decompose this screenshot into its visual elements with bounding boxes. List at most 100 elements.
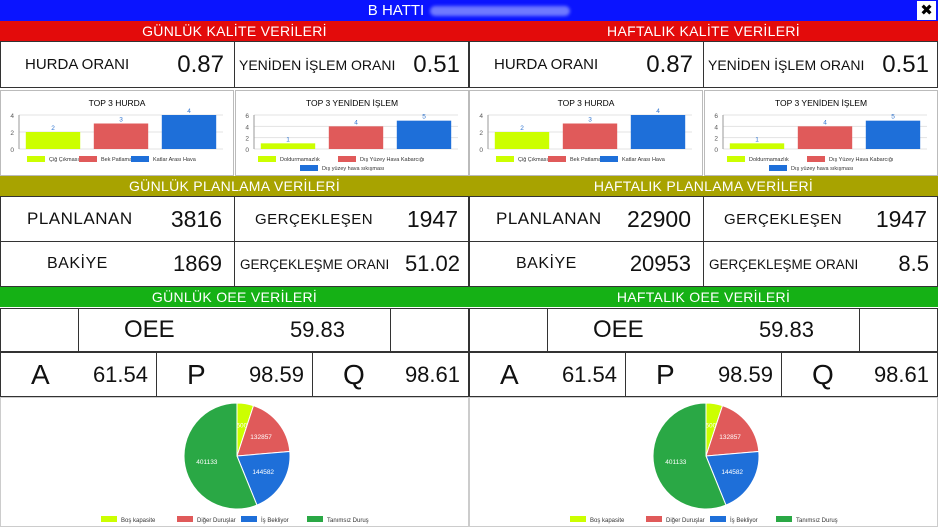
daily-planned-label: PLANLANAN [27,209,133,228]
slice-label: 132857 [719,434,741,441]
slice-label: 144582 [721,469,743,476]
bar [797,126,853,149]
daily-top3-scrap-chart: TOP 3 HURDA 0 2 4 2 3 4 Çiğ Çıkması Bek Patlamas… [0,90,234,176]
legend-label: Boş kapasite [121,518,156,524]
data-label: 2 [520,125,524,132]
slice-label: 401133 [665,459,687,466]
y-tick-label: 2 [714,136,718,143]
daily-panel: GÜNLÜK KALİTE VERİLERİ HURDA ORANI 0.87 … [0,21,469,527]
weekly-p-value: 98.59 [717,361,773,387]
pie-slice [705,405,760,457]
title-bar: B HATTI ✖ [0,0,938,21]
legend-label: Tanımsız Duruş [327,518,369,524]
legend-swatch [570,516,586,522]
daily-oee-loss-pie-chart: 36000 132857 144582 401133 Boş kapasite Diğer… [0,397,469,527]
legend-swatch [776,516,792,522]
weekly-oee-label: OEE [593,316,644,343]
legend-swatch [241,516,257,522]
daily-oee-spacer-right [390,308,469,352]
weekly-q-value: 98.61 [873,361,929,387]
slice-label: 36000 [702,423,720,430]
chart-title: TOP 3 HURDA [89,98,146,108]
y-tick-label: 6 [245,113,249,120]
y-tick-label: 6 [714,113,718,120]
redacted-text [430,6,571,17]
bar [396,120,452,149]
y-tick-label: 4 [10,113,14,120]
y-tick-label: 0 [245,147,249,154]
legend-label: Dış Yüzey Hava Kabarcığı [829,157,893,163]
data-label: 2 [51,125,55,132]
legend-label: Katlar Arası Hava [153,157,197,163]
weekly-realized-value: 1947 [875,205,927,232]
y-tick-label: 4 [245,124,249,131]
legend-label: Çiğ Çıkması [49,157,79,163]
legend-swatch [496,156,514,162]
weekly-quality-header: HAFTALIK KALİTE VERİLERİ [469,21,938,41]
weekly-balance-cell: BAKİYE 20953 [469,241,704,287]
legend-swatch [307,516,323,522]
daily-quality-cell: Q 98.61 [312,352,469,397]
daily-realized-cell: GERÇEKLEŞEN 1947 [234,196,469,242]
weekly-rework-rate-label: YENİDEN İŞLEM ORANI [708,56,865,73]
data-label: 1 [286,136,290,143]
window-title: B HATTI [367,2,425,19]
daily-planning-header: GÜNLÜK PLANLAMA VERİLERİ [0,176,469,196]
weekly-realization-rate-value: 8.5 [898,251,929,276]
legend-label: Doldurmamazlık [749,157,789,163]
daily-realized-label: GERÇEKLEŞEN [255,210,374,228]
legend-label: Dış Yüzey Hava Kabarcığı [360,157,424,163]
daily-realization-rate-value: 51.02 [404,251,460,276]
legend-swatch [300,165,318,171]
weekly-a-value: 61.54 [561,361,617,387]
legend-label: Diğer Duruşlar [666,518,705,524]
legend-swatch [600,156,618,162]
legend-swatch [710,516,726,522]
daily-planned-cell: PLANLANAN 3816 [0,196,235,242]
weekly-realization-rate-label: GERÇEKLEŞME ORANI [709,256,859,272]
legend-swatch [101,516,117,522]
legend-swatch [79,156,97,162]
legend-label: Tanımsız Duruş [796,518,838,524]
legend-swatch [258,156,276,162]
close-icon[interactable]: ✖ [917,1,936,20]
daily-oee-value: 59.83 [289,317,345,342]
daily-scrap-rate-value: 0.87 [177,50,224,78]
chart-title: TOP 3 YENİDEN İŞLEM [775,98,867,108]
weekly-realized-label: GERÇEKLEŞEN [724,210,843,228]
weekly-oee-spacer-left [469,308,548,352]
daily-scrap-rate-cell: HURDA ORANI 0.87 [0,41,235,88]
legend-label: Çiğ Çıkması [518,157,548,163]
legend-swatch [769,165,787,171]
y-tick-label: 2 [245,136,249,143]
daily-p-label: P [187,358,206,390]
pie-slice [652,402,727,510]
bar [161,115,217,149]
legend-label: Boş kapasite [590,518,625,524]
y-tick-label: 2 [10,130,14,137]
daily-p-value: 98.59 [248,361,304,387]
daily-realized-value: 1947 [406,205,458,232]
data-label: 1 [755,136,759,143]
weekly-balance-label: BAKİYE [516,255,577,272]
weekly-balance-value: 20953 [629,251,691,276]
daily-balance-label: BAKİYE [47,255,108,272]
weekly-oee-cell: OEE 59.83 [547,308,860,352]
slice-label: 401133 [196,459,218,466]
legend-swatch [807,156,825,162]
daily-oee-spacer-left [0,308,79,352]
pie-slice [705,450,760,506]
y-tick-label: 0 [714,147,718,154]
legend-label: Bek Patlaması [570,157,605,163]
weekly-a-label: A [500,358,519,390]
data-label: 3 [588,117,592,124]
daily-oee-label: OEE [124,316,175,343]
y-tick-label: 4 [714,124,718,131]
weekly-availability-cell: A 61.54 [469,352,626,397]
daily-availability-cell: A 61.54 [0,352,157,397]
weekly-panel: HAFTALIK KALİTE VERİLERİ HURDA ORANI 0.8… [469,21,938,527]
daily-a-label: A [31,358,50,390]
data-label: 4 [354,119,358,126]
data-label: 5 [891,114,895,121]
bar [630,115,686,149]
